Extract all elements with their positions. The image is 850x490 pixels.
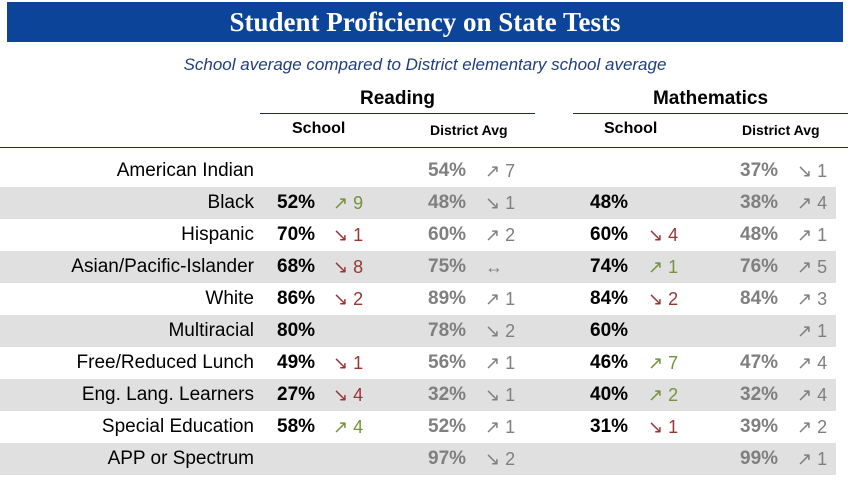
math-school-pct: 31% [590, 416, 629, 437]
reading-district-change: ↗ 1 [485, 417, 516, 437]
math-school-pct: 48% [590, 192, 629, 213]
math-header: Mathematics [573, 88, 848, 114]
reading-district-change: ↗ 2 [485, 225, 516, 245]
math-district-change: ↗ 4 [797, 353, 828, 373]
math-district-change: ↗ 1 [797, 321, 828, 341]
math-school-pct: 46% [590, 352, 629, 373]
reading-district-pct: 97% [428, 448, 467, 469]
reading-school-change: ↘ 8 [333, 257, 364, 277]
table-row: White 86% ↘ 2 89% ↗ 1 84% ↘ 2 84% ↗ 3 [0, 283, 836, 315]
reading-district-pct: 60% [428, 224, 467, 245]
reading-school-change: ↘ 1 [333, 225, 364, 245]
reading-district-header: District Avg [430, 122, 508, 138]
group-label: Multiracial [168, 320, 254, 341]
group-label: APP or Spectrum [107, 448, 254, 469]
math-district-pct: 38% [740, 192, 779, 213]
subtitle: School average compared to District elem… [183, 55, 667, 74]
group-label: American Indian [116, 160, 254, 181]
reading-district-change: ↔ [485, 257, 503, 277]
math-district-pct: 37% [740, 160, 779, 181]
reading-school-pct: 52% [277, 192, 316, 213]
page-title: Student Proficiency on State Tests [7, 2, 843, 42]
math-district-change: ↗ 1 [797, 225, 828, 245]
group-label: Eng. Lang. Learners [81, 384, 254, 405]
table-row: Black 52% ↗ 9 48% ↘ 1 48% 38% ↗ 4 [0, 187, 836, 219]
reading-school-header: School [292, 120, 346, 137]
math-school-pct: 84% [590, 288, 629, 309]
reading-school-change: ↗ 9 [333, 193, 364, 213]
table-row: Eng. Lang. Learners 27% ↘ 4 32% ↘ 1 40% ↗ 2 32%… [0, 379, 836, 411]
math-district-change: ↗ 5 [797, 257, 828, 277]
reading-school-pct: 49% [277, 352, 316, 373]
reading-school-pct: 80% [277, 320, 316, 341]
math-district-change: ↘ 1 [797, 161, 828, 181]
table-row: Hispanic 70% ↘ 1 60% ↗ 2 60% ↘ 4 48% ↗ 1 [0, 219, 836, 251]
table-row: Special Education 58% ↗ 4 52% ↗ 1 31% ↘ 1 39% ↗ … [0, 411, 836, 443]
group-label: Asian/Pacific-Islander [71, 256, 254, 277]
reading-district-pct: 52% [428, 416, 467, 437]
header-divider [0, 147, 848, 148]
table-row: Multiracial 80% 78% ↘ 2 60% ↗ 1 [0, 315, 836, 347]
math-district-pct: 84% [740, 288, 779, 309]
math-school-change: ↘ 2 [648, 289, 679, 309]
reading-district-change: ↘ 1 [485, 385, 516, 405]
group-label: Special Education [101, 416, 254, 437]
math-district-change: ↗ 2 [797, 417, 828, 437]
math-district-pct: 48% [740, 224, 779, 245]
reading-school-change: ↘ 1 [333, 353, 364, 373]
reading-school-pct: 68% [277, 256, 316, 277]
reading-district-pct: 75% [428, 256, 467, 277]
group-label: Black [207, 192, 254, 213]
table-row: Asian/Pacific-Islander 68% ↘ 8 75% ↔ 74% ↗ 1 76… [0, 251, 836, 283]
math-district-pct: 99% [740, 448, 779, 469]
math-school-change: ↗ 7 [648, 353, 679, 373]
math-district-change: ↗ 4 [797, 385, 828, 405]
math-school-change: ↘ 4 [648, 225, 679, 245]
reading-school-change: ↘ 2 [333, 289, 364, 309]
math-district-header: District Avg [742, 122, 820, 138]
reading-school-pct: 70% [277, 224, 316, 245]
math-school-change: ↗ 1 [648, 257, 679, 277]
reading-district-change: ↘ 2 [485, 449, 516, 469]
reading-school-pct: 86% [277, 288, 316, 309]
table-row: American Indian 54% ↗ 7 37% ↘ 1 [0, 155, 836, 187]
math-district-pct: 32% [740, 384, 779, 405]
math-district-pct: 76% [740, 256, 779, 277]
math-district-change: ↗ 1 [797, 449, 828, 469]
reading-district-pct: 32% [428, 384, 467, 405]
reading-district-change: ↘ 1 [485, 193, 516, 213]
group-label: White [205, 288, 254, 309]
reading-school-change: ↘ 4 [333, 385, 364, 405]
reading-district-pct: 54% [428, 160, 467, 181]
math-school-header: School [604, 120, 658, 137]
math-district-pct: 47% [740, 352, 779, 373]
math-school-pct: 40% [590, 384, 629, 405]
reading-district-pct: 78% [428, 320, 467, 341]
reading-school-pct: 27% [277, 384, 316, 405]
table-row: APP or Spectrum 97% ↘ 2 99% ↗ 1 [0, 443, 836, 475]
math-district-change: ↗ 3 [797, 289, 828, 309]
reading-district-change: ↗ 7 [485, 161, 516, 181]
math-school-change: ↘ 1 [648, 417, 679, 437]
math-school-pct: 74% [590, 256, 629, 277]
math-district-change: ↗ 4 [797, 193, 828, 213]
group-label: Free/Reduced Lunch [76, 352, 254, 373]
reading-district-change: ↗ 1 [485, 289, 516, 309]
math-district-pct: 39% [740, 416, 779, 437]
reading-district-pct: 48% [428, 192, 467, 213]
reading-school-change: ↗ 4 [333, 417, 364, 437]
table-row: Free/Reduced Lunch 49% ↘ 1 56% ↗ 1 46% ↗ 7 47% ↗… [0, 347, 836, 379]
reading-district-pct: 56% [428, 352, 467, 373]
reading-district-change: ↘ 2 [485, 321, 516, 341]
math-school-pct: 60% [590, 320, 629, 341]
math-school-change: ↗ 2 [648, 385, 679, 405]
group-label: Hispanic [181, 224, 254, 245]
reading-header: Reading [260, 88, 535, 114]
math-school-pct: 60% [590, 224, 629, 245]
reading-school-pct: 58% [277, 416, 316, 437]
reading-district-change: ↗ 1 [485, 353, 516, 373]
reading-district-pct: 89% [428, 288, 467, 309]
